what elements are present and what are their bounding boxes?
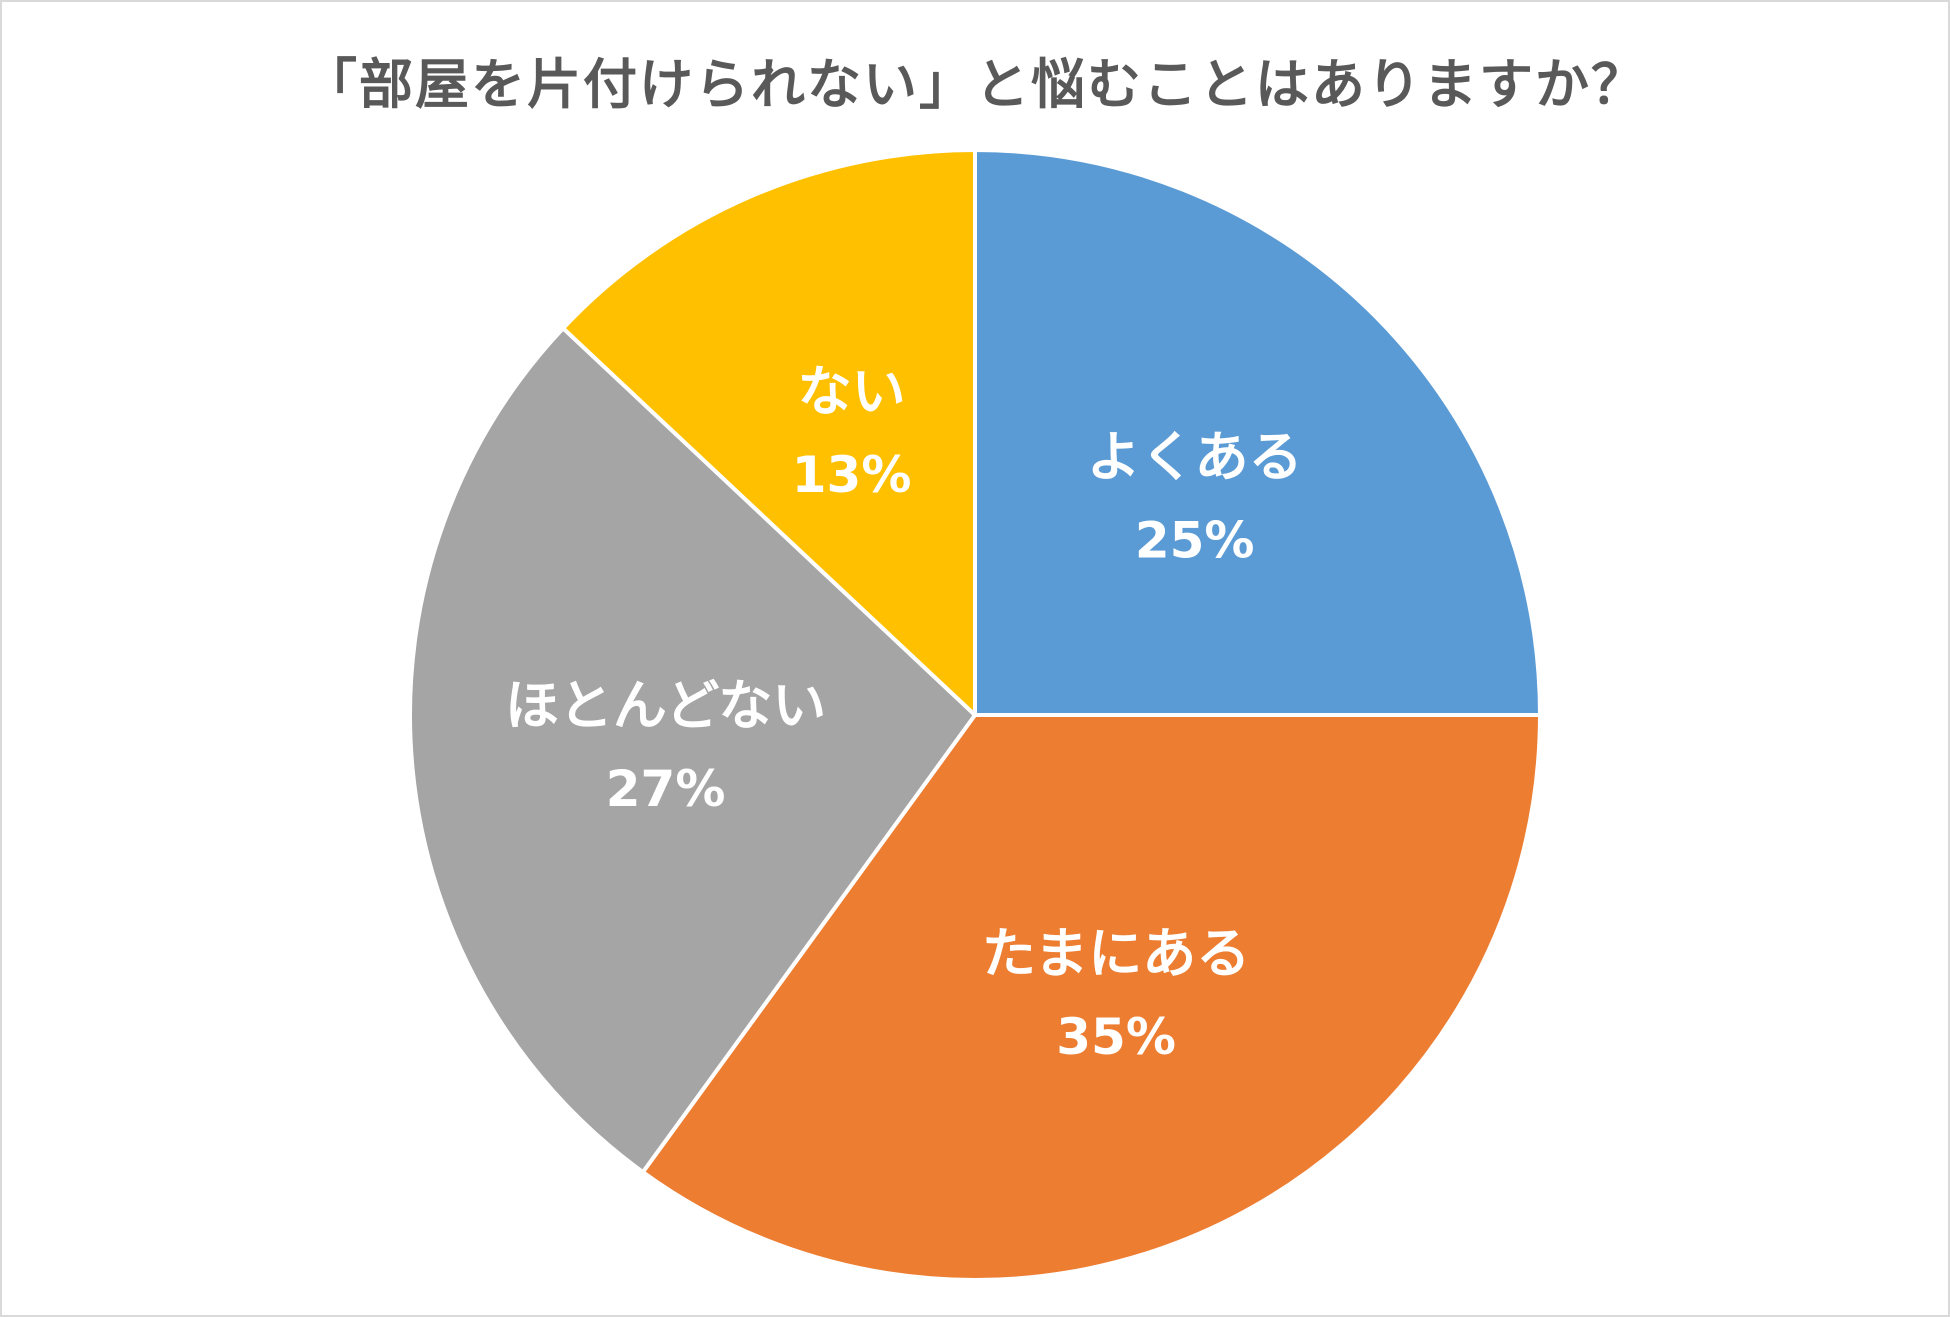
- slice-label-yokuaru: よくある: [1087, 425, 1303, 488]
- slice-label-tamaniaru: たまにある: [982, 922, 1250, 985]
- pie-slice-nai: [561, 148, 977, 717]
- slice-percent-tamaniaru: 35%: [1056, 1008, 1176, 1066]
- slice-percent-yokuaru: 25%: [1135, 511, 1255, 569]
- pie-slices: [408, 148, 1542, 1282]
- pie-slice-tamaniaru: [640, 713, 1542, 1282]
- slice-label-nai: ない: [798, 360, 906, 423]
- slice-percent-nai: 13%: [792, 446, 912, 504]
- slice-label-hotondonai: ほとんどない: [505, 674, 826, 737]
- pie-labels: よくある 25% たまにある 35% ほとんどない 27% ない 13%: [505, 360, 1303, 1066]
- pie-slice-hotondonai: [408, 326, 977, 1175]
- pie-slice-yokuaru: [973, 148, 1542, 717]
- slice-percent-hotondonai: 27%: [606, 760, 726, 818]
- chart-title: 「部屋を片付けられない」と悩むことはありますか？: [303, 53, 1647, 116]
